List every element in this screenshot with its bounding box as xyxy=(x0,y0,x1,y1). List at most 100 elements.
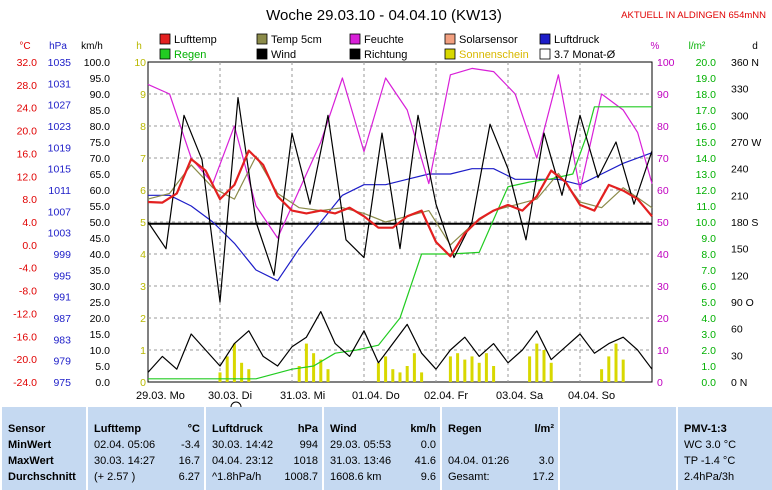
temp-tick-label: -20.0 xyxy=(13,354,37,366)
humidity-tick-label: 50 xyxy=(657,217,669,229)
stats-luftdruck-max: 1018 xyxy=(293,455,318,467)
stats-label-max: MaxWert xyxy=(8,455,54,467)
stats-empty-column xyxy=(558,407,678,490)
direction-tick-label: 210 xyxy=(731,190,749,202)
stats-wind-min-time: 29.03. 05:53 xyxy=(330,439,392,451)
stats-regen-title: Regen xyxy=(448,423,482,435)
sun_hours-tick-label: 5 xyxy=(140,217,146,229)
rain-tick-label: 6.0 xyxy=(701,281,716,293)
temp-unit-label: °C xyxy=(19,41,30,52)
sunshine-bar xyxy=(312,353,316,382)
legend-label: Solarsensor xyxy=(459,34,518,46)
sunshine-bar xyxy=(535,343,539,382)
pressure-tick-label: 1031 xyxy=(48,78,72,90)
wind_speed-tick-label: 40.0 xyxy=(90,249,111,261)
sun_hours-tick-label: 9 xyxy=(140,89,146,101)
wind_speed-tick-label: 30.0 xyxy=(90,281,111,293)
temp-tick-label: -16.0 xyxy=(13,331,37,343)
rain-tick-label: 15.0 xyxy=(696,137,717,149)
legend-swatch xyxy=(539,33,551,45)
stats-lufttemp-max-time: 30.03. 14:27 xyxy=(94,455,156,467)
legend-label: Luftdruck xyxy=(554,34,600,46)
humidity-tick-label: 30 xyxy=(657,281,669,293)
direction-tick-label: 150 xyxy=(731,244,749,256)
wind_speed-tick-label: 95.0 xyxy=(90,73,111,85)
pressure-tick-label: 975 xyxy=(53,377,71,389)
stats-lufttemp-avg: 6.27 xyxy=(178,471,200,483)
stats-wind-min: 0.0 xyxy=(420,439,436,451)
pressure-tick-label: 983 xyxy=(53,334,71,346)
direction-tick-label: 90 O xyxy=(731,297,754,309)
legend-label: Lufttemp xyxy=(174,34,217,46)
wind_speed-tick-label: 50.0 xyxy=(90,217,111,229)
stats-regen-max: 3.0 xyxy=(538,455,554,467)
sunshine-bar xyxy=(492,366,496,382)
humidity-unit-label: % xyxy=(651,41,660,52)
sunshine-bar xyxy=(542,350,546,382)
stats-wind-avg: 9.6 xyxy=(420,471,436,483)
sun_hours-tick-label: 7 xyxy=(140,153,146,165)
pressure-unit-label: hPa xyxy=(49,41,67,52)
direction-tick-label: 60 xyxy=(731,324,743,336)
humidity-tick-label: 0 xyxy=(657,377,663,389)
stats-regen-unit: l/m² xyxy=(534,423,554,435)
direction-tick-label: 30 xyxy=(731,350,743,362)
legend-swatch xyxy=(256,33,268,45)
stats-lufttemp-max: 16.7 xyxy=(178,455,200,467)
rain-tick-label: 7.0 xyxy=(701,265,716,277)
stats-luftdruck-unit: hPa xyxy=(297,423,318,435)
wind_speed-tick-label: 5.0 xyxy=(95,361,110,373)
stats-wind-title: Wind xyxy=(330,423,357,435)
legend-swatch xyxy=(256,48,268,60)
x-day-label: 01.04. Do xyxy=(352,390,400,402)
stats-wind-max: 41.6 xyxy=(414,455,436,467)
stats-pmv-trend: 2.4hPa/3h xyxy=(684,471,735,483)
sunshine-bar xyxy=(218,372,222,382)
sunshine-bar xyxy=(477,362,481,382)
humidity-tick-label: 100 xyxy=(657,57,675,69)
rain-tick-label: 12.0 xyxy=(696,185,717,197)
x-day-label: 30.03. Di xyxy=(208,390,252,402)
pressure-tick-label: 1027 xyxy=(48,100,72,112)
direction-tick-label: 180 S xyxy=(731,217,758,229)
series-layer xyxy=(147,67,653,382)
temp-tick-label: 12.0 xyxy=(17,171,38,183)
temp-tick-label: 4.0 xyxy=(22,217,37,229)
temp-tick-label: 16.0 xyxy=(17,148,38,160)
wind_speed-tick-label: 25.0 xyxy=(90,297,111,309)
rain-unit-label: l/m² xyxy=(689,41,706,52)
wind_speed-tick-label: 100.0 xyxy=(84,57,110,69)
pressure-tick-label: 1019 xyxy=(48,142,72,154)
stats-lufttemp-unit: °C xyxy=(187,423,200,435)
wind_speed-tick-label: 60.0 xyxy=(90,185,111,197)
legend-swatch xyxy=(159,33,171,45)
series-line-wind xyxy=(147,311,653,373)
rain-tick-label: 18.0 xyxy=(696,89,717,101)
wind_speed-tick-label: 70.0 xyxy=(90,153,111,165)
stats-luftdruck-title: Luftdruck xyxy=(212,423,263,435)
legend-swatch xyxy=(444,48,456,60)
wind_speed-tick-label: 55.0 xyxy=(90,201,111,213)
wind_speed-tick-label: 0.0 xyxy=(95,377,110,389)
sun_hours-tick-label: 2 xyxy=(140,313,146,325)
rain-tick-label: 8.0 xyxy=(701,249,716,261)
scroll-handle-icon[interactable] xyxy=(230,401,242,407)
pressure-tick-label: 1011 xyxy=(48,185,71,197)
stats-sensor-title: Sensor xyxy=(8,423,46,435)
stats-luftdruck-min-time: 30.03. 14:42 xyxy=(212,439,274,451)
legend-label: Regen xyxy=(174,49,206,61)
sun_hours-tick-label: 3 xyxy=(140,281,146,293)
rain-tick-label: 10.0 xyxy=(696,217,717,229)
rain-tick-label: 0.0 xyxy=(701,377,716,389)
temp-tick-label: -12.0 xyxy=(13,308,37,320)
x-day-label: 31.03. Mi xyxy=(280,390,325,402)
direction-tick-label: 360 N xyxy=(731,57,759,69)
stats-luftdruck-min: 994 xyxy=(299,439,318,451)
sunshine-bar xyxy=(225,356,229,382)
legend-label: Wind xyxy=(271,49,296,61)
wind_speed-tick-label: 20.0 xyxy=(90,313,111,325)
wind_speed-tick-label: 80.0 xyxy=(90,121,111,133)
sunshine-bar xyxy=(600,369,604,382)
rain-tick-label: 16.0 xyxy=(696,121,717,133)
stats-pmv-wc: WC 3.0 °C xyxy=(684,439,737,451)
